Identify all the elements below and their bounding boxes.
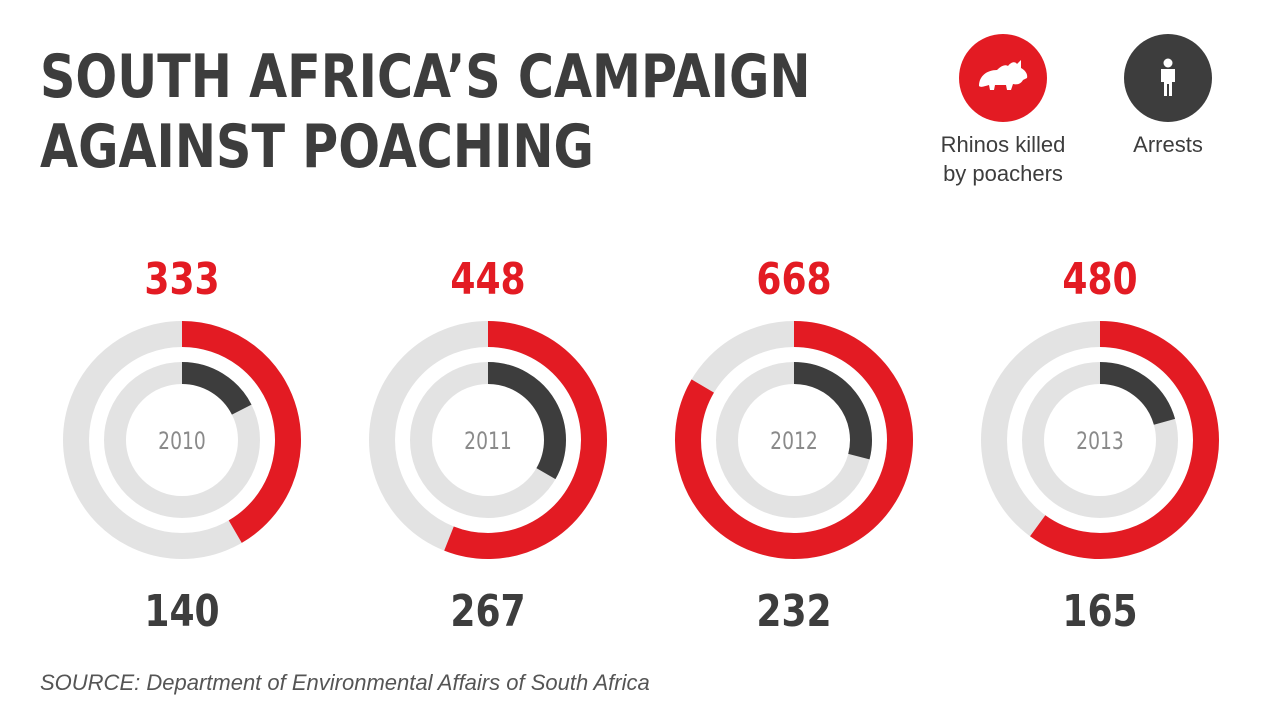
legend-rhinos: Rhinos killed by poachers [928,34,1078,188]
arrest-value-label: 232 [756,587,831,637]
year-label: 2010 [158,428,206,456]
arrest-value-label: 165 [1062,587,1137,637]
arrest-arc [1099,362,1176,426]
rhino-icon [959,34,1047,122]
rhino-value-label: 668 [756,255,831,305]
person-icon [1124,34,1212,122]
rhino-value-label: 448 [450,255,525,305]
title-line-2: AGAINST POACHING [40,112,594,182]
arrest-value-label: 140 [144,587,219,637]
arrest-arc [487,362,566,480]
rhino-arc [1030,321,1219,559]
legend-arrests: Arrests [1108,34,1228,159]
chart: 333 2010 140 448 2011 267 668 2012 232 480 2013 165 [63,255,1219,637]
rhino-value-label: 333 [144,255,219,305]
arrest-value-label: 267 [450,587,525,637]
rhino-arc [444,321,607,559]
year-label: 2012 [770,428,818,456]
rhino-value-label: 480 [1062,255,1137,305]
title-line-1: SOUTH AFRICA’S CAMPAIGN [40,42,811,112]
rhino-arc [181,321,301,543]
rhino-arc [675,321,913,559]
arrest-arc [181,362,252,415]
source-note: SOURCE: Department of Environmental Affa… [40,670,650,695]
page-title: SOUTH AFRICA’S CAMPAIGN AGAINST POACHING [40,42,811,182]
legend-arrests-label: Arrests [1133,132,1203,157]
year-label: 2011 [464,428,512,456]
year-label: 2013 [1076,428,1124,456]
arrest-arc [793,362,872,460]
legend-rhinos-label: Rhinos killed by poachers [940,132,1066,186]
